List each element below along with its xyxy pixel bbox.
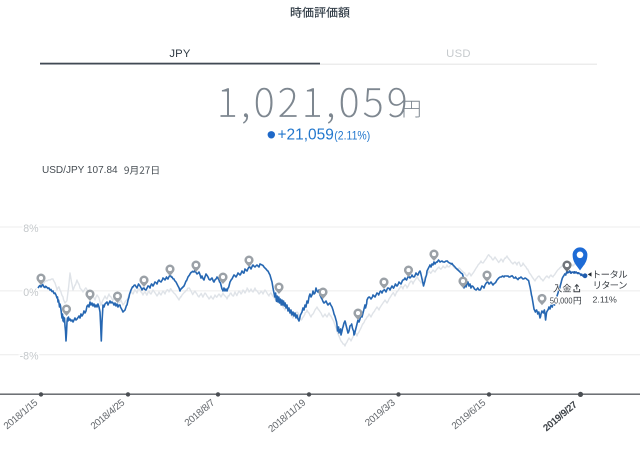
svg-text:50,000: 50,000 bbox=[550, 296, 573, 306]
svg-text:0%: 0% bbox=[23, 287, 39, 299]
svg-text:USD: USD bbox=[446, 48, 471, 60]
svg-text:2.11%: 2.11% bbox=[593, 295, 618, 305]
svg-text:JPY: JPY bbox=[169, 48, 191, 60]
svg-text:+21,059: +21,059 bbox=[278, 127, 334, 144]
svg-text:(2.11%): (2.11%) bbox=[334, 129, 370, 143]
svg-text:USD/JPY 107.84: USD/JPY 107.84 bbox=[42, 165, 118, 176]
svg-text:-8%: -8% bbox=[20, 351, 39, 363]
svg-text:8%: 8% bbox=[23, 223, 39, 235]
